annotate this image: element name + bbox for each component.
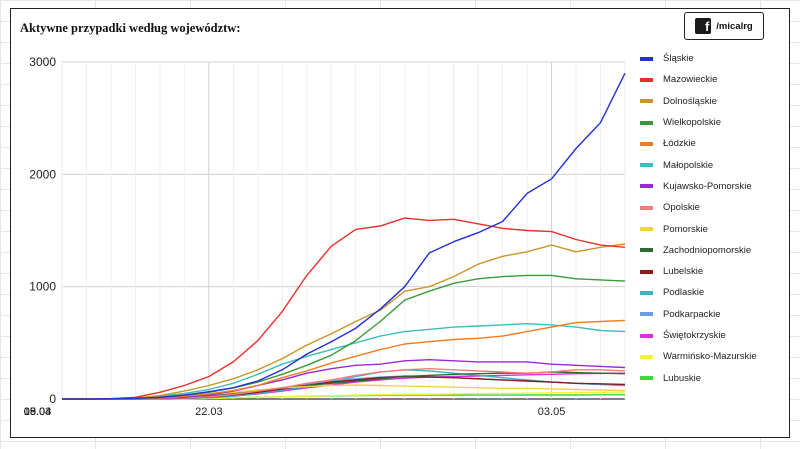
y-tick-label: 2000 — [29, 167, 56, 181]
chart-card — [10, 8, 790, 438]
legend-swatch — [640, 77, 653, 82]
legend-swatch — [640, 248, 653, 253]
legend-label: Podlaskie — [663, 287, 705, 299]
legend-item: Mazowieckie — [640, 69, 757, 90]
legend-swatch — [640, 333, 653, 338]
legend-item: Podlaskie — [640, 282, 757, 303]
legend-swatch — [640, 376, 653, 381]
facebook-icon: f — [695, 18, 712, 34]
legend-swatch — [640, 163, 653, 168]
legend-swatch — [640, 205, 653, 210]
legend-item: Pomorskie — [640, 218, 757, 239]
x-tick-label: 08.03 — [24, 406, 52, 418]
legend-item: Śląskie — [640, 48, 757, 69]
legend-swatch — [640, 120, 653, 125]
legend-item: Kujawsko-Pomorskie — [640, 176, 757, 197]
legend-item: Opolskie — [640, 197, 757, 218]
legend-swatch — [640, 269, 653, 274]
legend-item: Lubelskie — [640, 261, 757, 282]
legend-swatch — [640, 312, 653, 317]
x-tick-label: 05.04 — [24, 406, 52, 418]
legend-swatch — [640, 354, 653, 359]
legend-item: Świętokrzyskie — [640, 325, 757, 346]
legend-label: Warmińsko-Mazurskie — [663, 351, 757, 363]
legend-item: Małopolskie — [640, 154, 757, 175]
y-tick-label: 3000 — [29, 55, 56, 69]
legend-label: Pomorskie — [663, 223, 708, 235]
y-tick-label: 1000 — [29, 280, 56, 294]
legend-item: Podkarpackie — [640, 304, 757, 325]
legend-swatch — [640, 290, 653, 295]
chart-legend: Śląskie Mazowieckie Dolnośląskie Wielkopols… — [640, 48, 757, 389]
legend-label: Lubuskie — [663, 372, 702, 384]
legend-label: Świętokrzyskie — [663, 330, 726, 341]
legend-label: Kujawsko-Pomorskie — [663, 180, 752, 192]
legend-label: Dolnośląskie — [663, 95, 717, 107]
legend-label: Mazowieckie — [663, 74, 718, 86]
legend-label: Wielkopolskie — [663, 117, 722, 129]
legend-label: Opolskie — [663, 202, 700, 214]
legend-swatch — [640, 184, 653, 189]
legend-label: Podkarpackie — [663, 308, 721, 320]
chart-title: Aktywne przypadki według województw: — [20, 21, 241, 35]
x-tick-label: 03.05 — [538, 406, 566, 418]
legend-swatch — [640, 56, 653, 61]
brand-badge[interactable]: f /micalrg — [684, 12, 764, 40]
legend-item: Lubuskie — [640, 367, 757, 388]
legend-label: Małopolskie — [663, 159, 714, 171]
series-line-2 — [62, 243, 626, 400]
legend-item: Łódzkie — [640, 133, 757, 154]
y-tick-label: 0 — [49, 392, 56, 406]
legend-item: Dolnośląskie — [640, 91, 757, 112]
legend-label: Lubelskie — [663, 266, 704, 278]
legend-label: Łódzkie — [663, 138, 696, 150]
legend-label: Zachodniopomorskie — [663, 244, 752, 256]
legend-item: Wielkopolskie — [640, 112, 757, 133]
series-line-0 — [62, 72, 626, 400]
series-line-1 — [62, 217, 626, 400]
legend-swatch — [640, 99, 653, 104]
x-tick-label: 22.03 — [195, 406, 223, 418]
series-line-4 — [62, 319, 626, 400]
brand-handle: /micalrg — [716, 20, 753, 32]
x-tick-label: 19.04 — [24, 406, 52, 418]
legend-swatch — [640, 227, 653, 232]
legend-item: Warmińsko-Mazurskie — [640, 346, 757, 367]
legend-label: Śląskie — [663, 53, 694, 65]
legend-item: Zachodniopomorskie — [640, 240, 757, 261]
legend-swatch — [640, 141, 653, 146]
